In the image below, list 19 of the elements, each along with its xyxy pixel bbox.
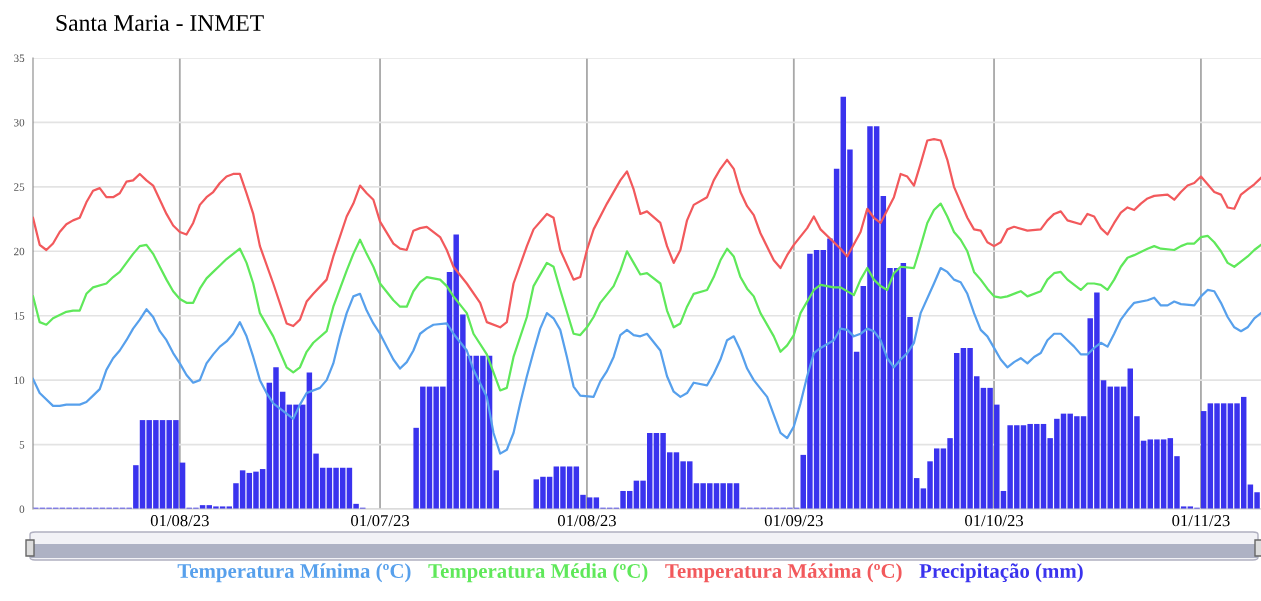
chart-title: Santa Maria - INMET [56, 15, 264, 31]
x-tick-label: 01/09/23 [764, 515, 823, 527]
y-tick-label: 0 [19, 505, 25, 513]
text: Temperatura Máxima (ºC) [665, 563, 902, 583]
y-tick-label: 35 [14, 54, 25, 62]
y-tick-label: 15 [14, 312, 25, 320]
text: Temperatura Média (ºC) [428, 563, 648, 583]
y-tick-label: 30 [14, 118, 25, 127]
y-tick-label: 10 [14, 376, 25, 385]
y-tick-label: 20 [14, 247, 25, 256]
x-tick-label: 01/08/23 [557, 515, 616, 527]
x-tick-label: 01/11/23 [1172, 515, 1230, 527]
text: Precipitação (mm) [919, 563, 1083, 583]
x-tick-label: 01/07/23 [351, 515, 410, 527]
x-tick-label: 01/10/23 [965, 515, 1024, 527]
x-tick-label: 01/08/23 [150, 515, 209, 527]
y-tick-label: 5 [19, 441, 25, 449]
text: Temperatura Mínima (ºC) [177, 563, 411, 583]
y-tick-label: 25 [14, 183, 25, 191]
